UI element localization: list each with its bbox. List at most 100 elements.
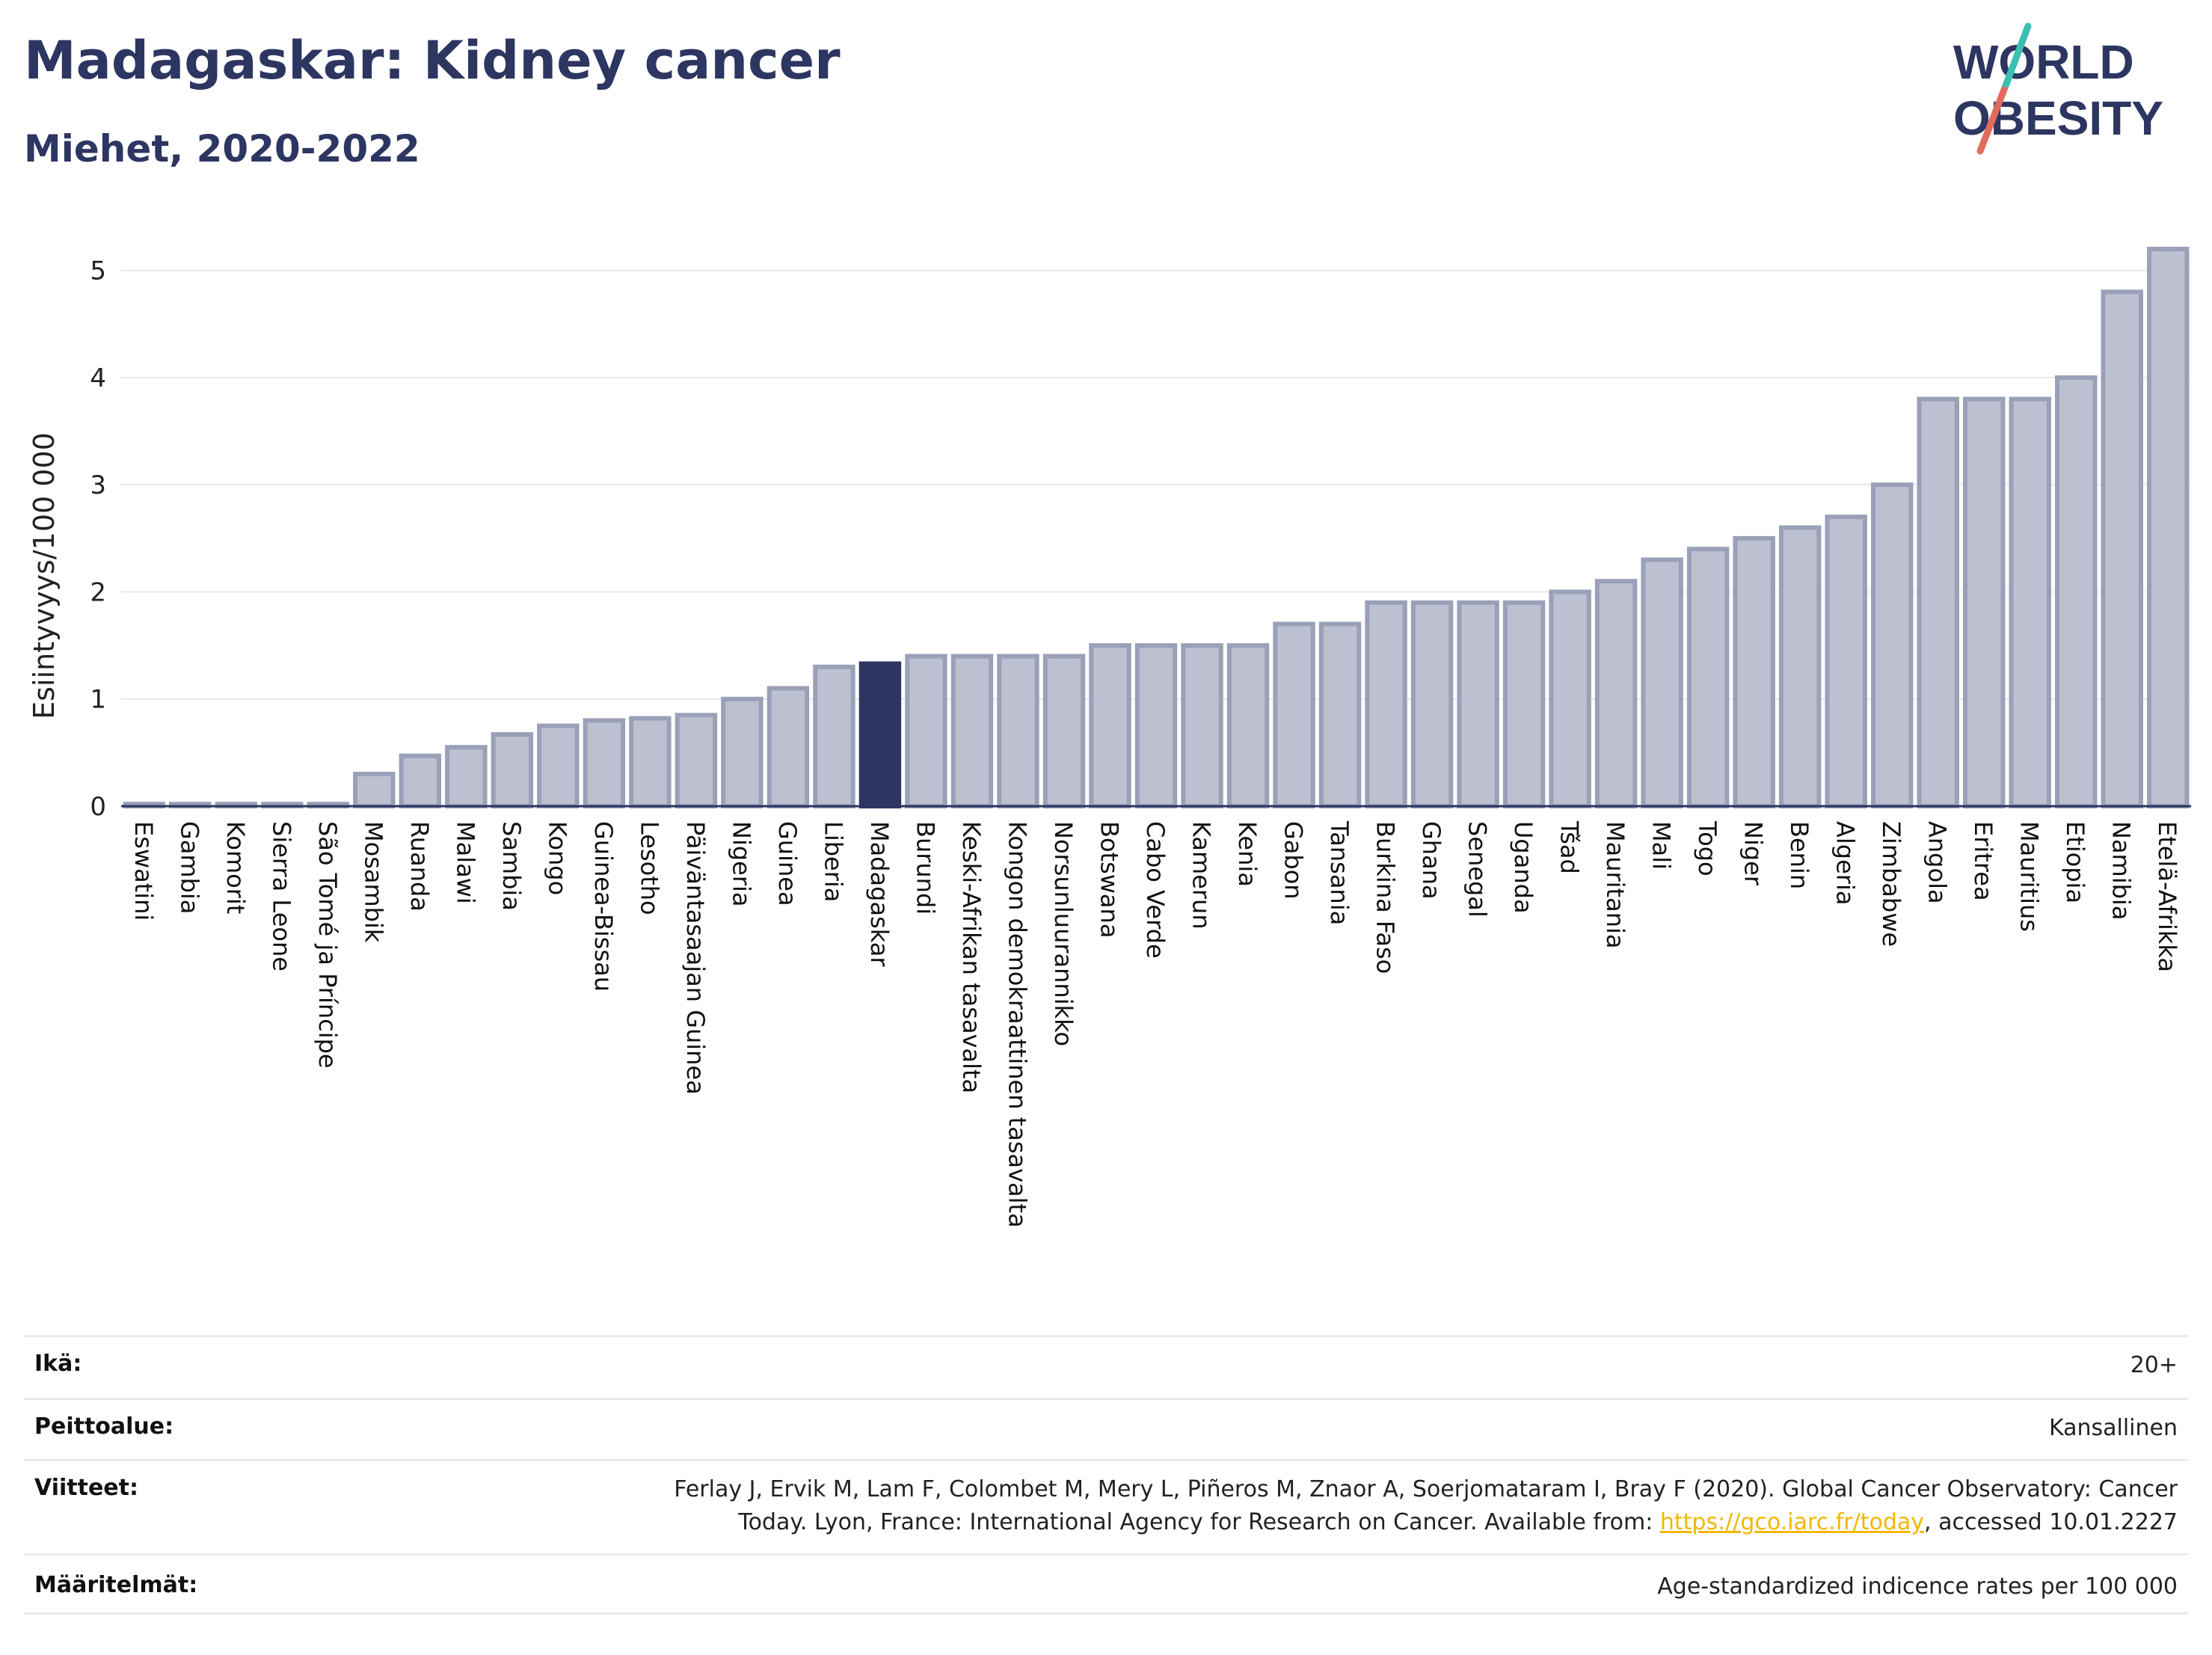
bar	[629, 716, 672, 808]
page-subtitle: Miehet, 2020-2022	[24, 127, 420, 171]
x-tick-label: Norsunluurannikko	[1049, 821, 1078, 1046]
bar	[1549, 589, 1591, 808]
bar	[1410, 600, 1454, 808]
world-obesity-logo: WORLD OBESITY	[1953, 22, 2163, 155]
bar	[1962, 396, 2006, 808]
x-tick-label: Nigeria	[727, 821, 755, 906]
bar	[1273, 621, 1315, 808]
meta-value-age: 20+	[2130, 1352, 2178, 1378]
bar	[353, 772, 396, 809]
bar-highlighted	[858, 661, 902, 808]
x-tick-label: Mosambik	[359, 821, 387, 943]
meta-value-references: Ferlay J, Ervik M, Lam F, Colombet M, Me…	[674, 1473, 2178, 1539]
bar	[1365, 600, 1407, 808]
x-tick-label: Eritrea	[1969, 821, 1997, 901]
y-tick-label: 2	[90, 577, 106, 607]
x-tick-label: Komorit	[221, 821, 250, 914]
x-tick-label: Tšad	[1555, 820, 1584, 874]
bar	[491, 732, 534, 808]
bar	[1226, 643, 1270, 808]
reference-link[interactable]: https://gco.iarc.fr/today	[1659, 1509, 1925, 1535]
y-tick-label: 0	[90, 792, 106, 822]
reference-line-2-text: Today. Lyon, France: International Agenc…	[738, 1509, 1660, 1535]
x-tick-label: Madagaskar	[865, 821, 894, 967]
bar	[1502, 600, 1546, 808]
x-tick-label: Malawi	[451, 821, 479, 904]
x-tick-label: Eswatini	[129, 821, 158, 921]
bar	[2101, 289, 2143, 809]
bar	[675, 713, 718, 809]
bar	[997, 654, 1039, 808]
x-tick-label: Liberia	[819, 821, 847, 902]
x-tick-label: Angola	[1923, 821, 1952, 904]
x-tick-label: Gambia	[175, 821, 203, 914]
x-tick-label: Uganda	[1509, 821, 1537, 914]
bar	[537, 723, 580, 809]
y-tick-label: 4	[90, 363, 106, 393]
x-tick-label: Mauritius	[2015, 821, 2044, 932]
bars	[123, 246, 2190, 809]
bar	[1318, 621, 1362, 808]
reference-line-1: Ferlay J, Ervik M, Lam F, Colombet M, Me…	[674, 1476, 2178, 1502]
bar	[399, 753, 442, 808]
x-tick-label: Cabo Verde	[1141, 821, 1170, 959]
bar-chart: 0 1 2 3 4 5 Eswatini Gambia Komorit Sierra Leone S…	[28, 246, 2191, 1228]
meta-label-references: Viitteet:	[34, 1475, 138, 1501]
x-tick-label: Tansania	[1325, 820, 1354, 925]
logo-slash-teal	[2000, 22, 2032, 93]
x-tick-label: Gabon	[1279, 821, 1308, 900]
y-tick-label: 3	[90, 470, 106, 500]
x-tick-label: São Tomé ja Príncipe	[313, 821, 342, 1069]
x-tick-label: Togo	[1693, 820, 1721, 876]
x-tick-label: Zimbabwe	[1877, 821, 1905, 947]
logo-text-line1: WORLD	[1953, 35, 2134, 89]
bar	[2009, 396, 2051, 808]
bar	[1042, 654, 1086, 808]
bar	[813, 664, 855, 809]
x-tick-label: Kongon demokraattinen tasavalta	[1003, 821, 1031, 1228]
x-tick-label: Sierra Leone	[267, 821, 295, 971]
x-tick-label: Guinea-Bissau	[589, 821, 618, 992]
meta-row-age: Ikä: 20+	[24, 1335, 2188, 1398]
bar	[1870, 482, 1914, 808]
bar	[1686, 547, 1730, 808]
bar	[766, 686, 810, 809]
x-tick-label: Guinea	[773, 821, 802, 906]
meta-label-coverage: Peittoalue:	[34, 1413, 174, 1440]
x-tick-label: Päiväntasaajan Guinea	[681, 821, 710, 1095]
x-tick-label: Niger	[1739, 821, 1768, 886]
meta-label-age: Ikä:	[34, 1351, 82, 1377]
bar	[721, 696, 764, 809]
bar	[1733, 535, 1775, 808]
x-tick-label: Kenia	[1233, 821, 1262, 887]
meta-row-references: Viitteet: Ferlay J, Ervik M, Lam F, Colo…	[24, 1459, 2188, 1553]
x-tick-label: Sambia	[497, 821, 526, 911]
x-tick-label: Kongo	[543, 821, 571, 895]
x-tick-label: Benin	[1785, 821, 1813, 889]
x-tick-label: Mali	[1647, 821, 1676, 870]
bar	[445, 745, 488, 809]
x-tick-label: Algeria	[1831, 821, 1860, 905]
bar	[1134, 643, 1178, 808]
bar	[1089, 643, 1131, 808]
x-tick-label: Etiopia	[2061, 821, 2089, 903]
x-tick-label: Keski-Afrikan tasavalta	[957, 821, 986, 1093]
x-tick-label: Namibia	[2107, 821, 2136, 920]
x-tick-label: Burkina Faso	[1371, 821, 1400, 974]
bar	[2147, 246, 2190, 808]
bar	[1825, 515, 1867, 808]
page-title: Madagaskar: Kidney cancer	[24, 30, 841, 91]
y-tick-label: 1	[90, 685, 106, 715]
x-tick-label: Ghana	[1417, 821, 1446, 900]
reference-line-2: Today. Lyon, France: International Agenc…	[674, 1506, 2178, 1539]
metadata-table: Ikä: 20+ Peittoalue: Kansallinen Viittee…	[24, 1335, 2188, 1615]
y-tick-label: 5	[90, 257, 106, 286]
x-tick-label: Etelä-Afrikka	[2153, 821, 2181, 972]
meta-row-definitions: Määritelmät: Age-standardized indicence …	[24, 1553, 2188, 1615]
x-tick-label: Senegal	[1463, 821, 1492, 918]
x-tick-label: Burundi	[911, 821, 939, 915]
meta-value-definitions: Age-standardized indicence rates per 100…	[1657, 1573, 2178, 1600]
x-tick-label: Botswana	[1095, 821, 1123, 938]
meta-row-coverage: Peittoalue: Kansallinen	[24, 1398, 2188, 1459]
bar	[2055, 375, 2098, 808]
